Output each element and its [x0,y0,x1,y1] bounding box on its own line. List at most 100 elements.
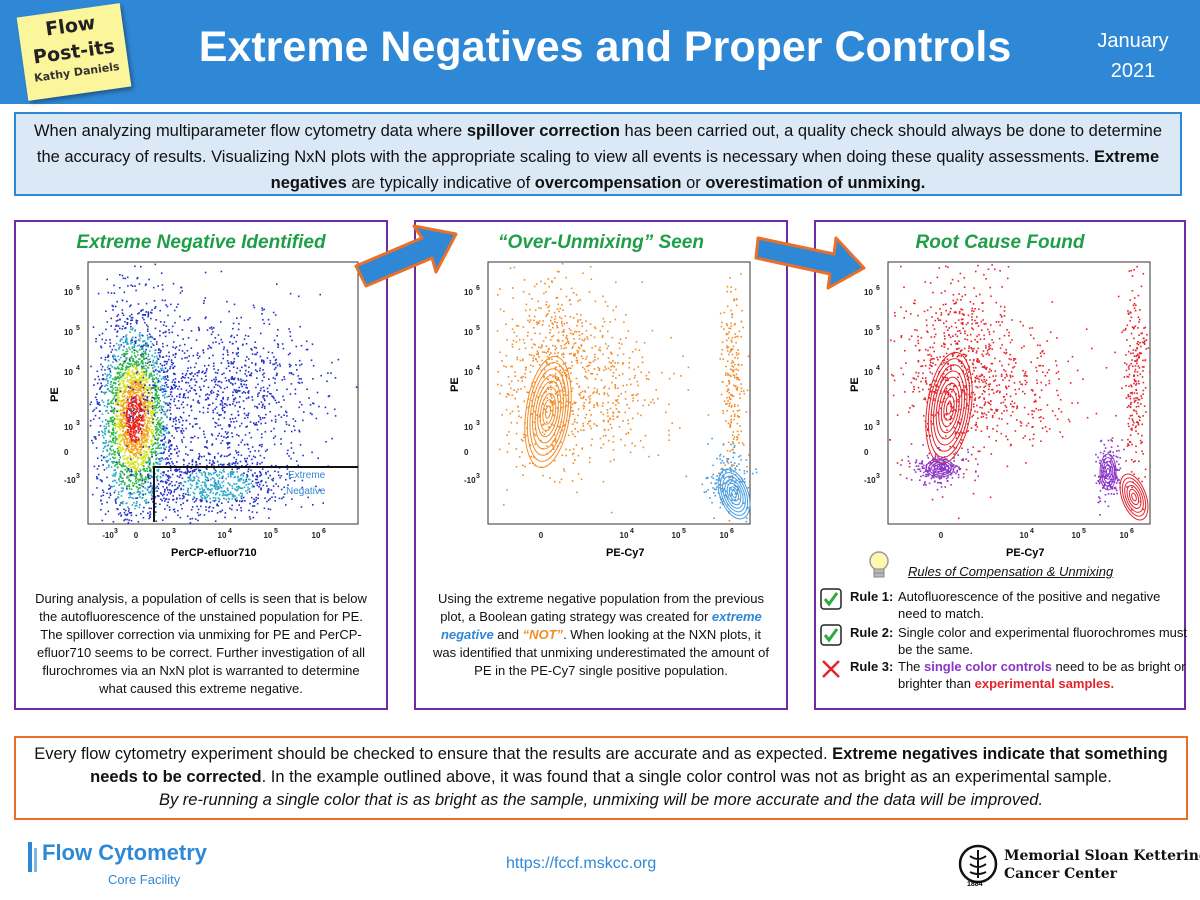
event-dot [132,439,135,441]
event-dot [119,470,122,473]
event-dot [149,467,151,470]
event-dot [90,419,92,422]
event-dot [205,446,208,448]
panel-description: During analysis, a population of cells i… [35,591,367,696]
event-dot [236,334,238,337]
event-dot [563,425,565,427]
event-dot [196,498,198,500]
event-dot [327,372,329,374]
event-dot [127,403,130,406]
event-dot [209,497,211,500]
event-dot [574,459,576,461]
event-dot [168,483,170,486]
event-dot [537,396,539,398]
event-dot [170,398,172,401]
event-dot [139,504,141,506]
event-dot [136,441,138,443]
event-dot [163,378,166,381]
event-dot [204,446,206,448]
event-dot [234,404,236,407]
event-dot [498,448,501,451]
event-dot [179,516,182,519]
event-dot [123,390,125,393]
event-dot [533,421,535,424]
event-dot [561,331,564,333]
panel-extreme-negative: Extreme Negative Identified Extreme Nega… [14,220,388,710]
event-dot [524,369,527,371]
event-dot [238,494,240,496]
event-dot [122,404,124,406]
event-dot [205,459,208,461]
event-dot [281,497,283,500]
event-dot [105,427,107,430]
event-dot [240,506,242,509]
event-dot [188,462,190,465]
event-dot [129,407,131,409]
event-dot [190,479,192,482]
event-dot [527,319,529,322]
event-dot [195,464,197,467]
event-dot [249,502,251,505]
event-dot [230,334,233,337]
event-dot [602,480,605,483]
event-dot [236,391,238,394]
event-dot [242,400,245,402]
event-dot [156,362,158,365]
event-dot [125,437,127,440]
event-dot [187,381,190,384]
event-dot [221,407,223,410]
event-dot [573,317,575,319]
event-dot [178,396,181,398]
event-dot [106,384,109,387]
event-dot [184,397,187,399]
event-dot [515,432,518,435]
page-title: Extreme Negatives and Proper Controls [198,23,1012,71]
event-dot [124,418,127,421]
event-dot [136,491,138,494]
event-dot [133,453,135,455]
event-dot [187,480,190,482]
event-dot [582,397,584,400]
event-dot [156,378,158,380]
event-dot [158,495,160,497]
event-dot [152,364,155,366]
event-dot [114,386,117,389]
event-dot [138,428,140,431]
event-dot [132,417,134,419]
event-dot [120,414,122,417]
event-dot [557,340,560,343]
event-dot [601,325,604,328]
event-dot [182,411,185,414]
event-dot [146,416,148,419]
event-dot [179,315,181,318]
event-dot [111,391,113,393]
event-dot [561,429,564,432]
event-dot [140,456,142,459]
event-dot [149,350,151,352]
event-dot [155,376,157,379]
event-dot [172,379,175,381]
event-dot [533,433,536,435]
event-dot [144,439,146,441]
event-dot [100,459,103,462]
event-dot [223,490,226,492]
event-dot [132,463,134,465]
event-dot [200,495,202,498]
event-dot [113,473,115,475]
event-dot [155,428,157,431]
event-dot [233,360,235,363]
event-dot [176,461,178,463]
event-dot [162,428,165,431]
event-dot [333,408,336,411]
event-dot [203,455,205,458]
event-dot [141,439,143,442]
intro-bold: spillover correction [466,122,620,140]
event-dot [279,476,281,479]
event-dot [139,401,142,404]
panel-title: Extreme Negative Identified [76,232,326,253]
event-dot [106,492,108,495]
event-dot [571,333,574,336]
event-dot [151,401,154,404]
event-dot [166,481,168,484]
event-dot [275,402,278,404]
